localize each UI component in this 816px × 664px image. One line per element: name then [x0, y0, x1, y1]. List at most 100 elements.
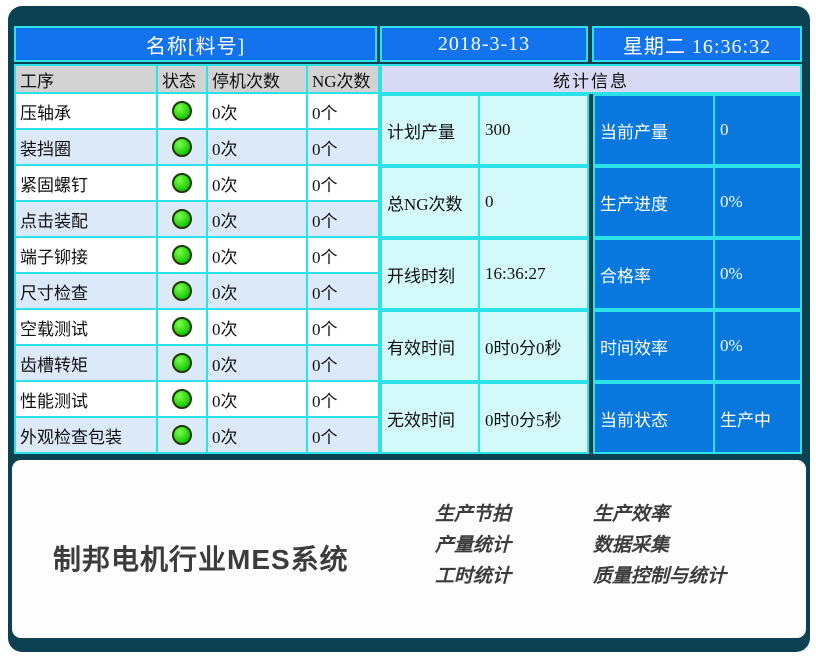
- ng-count-cell: 0个: [308, 418, 378, 452]
- stops-count-cell: 0次: [208, 166, 306, 200]
- status-cell: [158, 310, 206, 344]
- stat-label: 时间效率: [595, 312, 713, 380]
- process-table-row: 紧固螺钉 0次 0个: [16, 166, 378, 200]
- stops-count-cell: 0次: [208, 382, 306, 416]
- weekday-time-display: 星期二 16:36:32: [592, 26, 802, 62]
- feature-column-2: 生产效率 数据采集 质量控制与统计: [593, 499, 726, 592]
- column-header-status: 状态: [158, 66, 206, 92]
- stat-pair-light: 计划产量 300: [380, 94, 589, 166]
- stat-value: 0%: [715, 240, 800, 308]
- ng-count-cell: 0个: [308, 94, 378, 128]
- stat-label: 生产进度: [595, 168, 713, 236]
- stat-pair-light: 总NG次数 0: [380, 166, 589, 238]
- stops-count-cell: 0次: [208, 310, 306, 344]
- brand-title: 制邦电机行业MES系统: [53, 544, 349, 575]
- ng-count-cell: 0个: [308, 382, 378, 416]
- stat-pair-blue: 当前产量 0: [593, 94, 802, 166]
- process-name-cell: 尺寸检查: [16, 274, 156, 308]
- stops-count-cell: 0次: [208, 202, 306, 236]
- stat-value: 0: [715, 96, 800, 164]
- process-table-header: 工序 状态 停机次数 NG次数: [14, 64, 380, 94]
- process-table-row: 性能测试 0次 0个: [16, 382, 378, 416]
- stat-value: 16:36:27: [480, 240, 587, 308]
- column-header-process: 工序: [16, 66, 156, 92]
- status-light-icon: [172, 209, 192, 229]
- process-table-row: 点击装配 0次 0个: [16, 202, 378, 236]
- ng-count-cell: 0个: [308, 202, 378, 236]
- process-table-row: 空载测试 0次 0个: [16, 310, 378, 344]
- stat-label: 当前状态: [595, 384, 713, 452]
- process-name-cell: 空载测试: [16, 310, 156, 344]
- feature-list: 生产节拍 产量统计 工时统计 生产效率 数据采集 质量控制与统计: [435, 499, 726, 592]
- status-cell: [158, 346, 206, 380]
- statistics-header: 统计信息: [380, 64, 802, 94]
- date-display: 2018-3-13: [380, 26, 588, 62]
- process-name-cell: 压轴承: [16, 94, 156, 128]
- stat-pair-blue: 生产进度 0%: [593, 166, 802, 238]
- ng-count-cell: 0个: [308, 238, 378, 272]
- process-table-row: 压轴承 0次 0个: [16, 94, 378, 128]
- ng-count-cell: 0个: [308, 310, 378, 344]
- status-cell: [158, 130, 206, 164]
- stat-value: 0时0分0秒: [480, 312, 587, 380]
- column-header-ng: NG次数: [308, 66, 378, 92]
- statistics-row: 有效时间 0时0分0秒 时间效率 0%: [380, 310, 802, 382]
- feature-item: 工时统计: [435, 566, 512, 587]
- status-cell: [158, 202, 206, 236]
- stops-count-cell: 0次: [208, 346, 306, 380]
- stat-value: 生产中: [715, 384, 800, 452]
- status-light-icon: [172, 173, 192, 193]
- stops-count-cell: 0次: [208, 130, 306, 164]
- feature-item: 生产效率: [593, 504, 670, 525]
- ng-count-cell: 0个: [308, 166, 378, 200]
- feature-item: 生产节拍: [435, 504, 512, 525]
- process-name-cell: 性能测试: [16, 382, 156, 416]
- process-table-row: 外观检查包装 0次 0个: [16, 418, 378, 452]
- status-light-icon: [172, 353, 192, 373]
- stops-count-cell: 0次: [208, 238, 306, 272]
- stat-label: 有效时间: [382, 312, 478, 380]
- status-light-icon: [172, 281, 192, 301]
- feature-item: 数据采集: [593, 535, 670, 556]
- stat-value: 0: [480, 168, 587, 236]
- status-cell: [158, 94, 206, 128]
- process-name-cell: 紧固螺钉: [16, 166, 156, 200]
- column-header-stops: 停机次数: [208, 66, 306, 92]
- stat-value: 0%: [715, 168, 800, 236]
- stat-value: 0时0分5秒: [480, 384, 587, 452]
- process-table-row: 端子铆接 0次 0个: [16, 238, 378, 272]
- stat-label: 无效时间: [382, 384, 478, 452]
- process-name-cell: 点击装配: [16, 202, 156, 236]
- status-light-icon: [172, 245, 192, 265]
- status-light-icon: [172, 317, 192, 337]
- process-table-row: 尺寸检查 0次 0个: [16, 274, 378, 308]
- stat-label: 开线时刻: [382, 240, 478, 308]
- stat-value: 300: [480, 96, 587, 164]
- process-table-row: 齿槽转矩 0次 0个: [16, 346, 378, 380]
- stat-label: 总NG次数: [382, 168, 478, 236]
- stat-pair-light: 无效时间 0时0分5秒: [380, 382, 589, 454]
- statistics-row: 总NG次数 0 生产进度 0%: [380, 166, 802, 238]
- process-name-cell: 外观检查包装: [16, 418, 156, 452]
- process-table-row: 装挡圈 0次 0个: [16, 130, 378, 164]
- process-name-cell: 齿槽转矩: [16, 346, 156, 380]
- stat-value: 0%: [715, 312, 800, 380]
- ng-count-cell: 0个: [308, 346, 378, 380]
- status-cell: [158, 274, 206, 308]
- branding-panel: [12, 460, 806, 638]
- stops-count-cell: 0次: [208, 418, 306, 452]
- stat-pair-light: 开线时刻 16:36:27: [380, 238, 589, 310]
- statistics-row: 无效时间 0时0分5秒 当前状态 生产中: [380, 382, 802, 454]
- stat-label: 当前产量: [595, 96, 713, 164]
- stops-count-cell: 0次: [208, 94, 306, 128]
- status-light-icon: [172, 389, 192, 409]
- statistics-panel: 计划产量 300 当前产量 0 总NG次数 0 生产进度 0%: [380, 94, 802, 454]
- status-light-icon: [172, 101, 192, 121]
- stat-pair-blue: 当前状态 生产中: [593, 382, 802, 454]
- stops-count-cell: 0次: [208, 274, 306, 308]
- stat-label: 计划产量: [382, 96, 478, 164]
- product-name-header: 名称[料号]: [14, 26, 377, 62]
- feature-item: 质量控制与统计: [593, 566, 727, 587]
- status-light-icon: [172, 425, 192, 445]
